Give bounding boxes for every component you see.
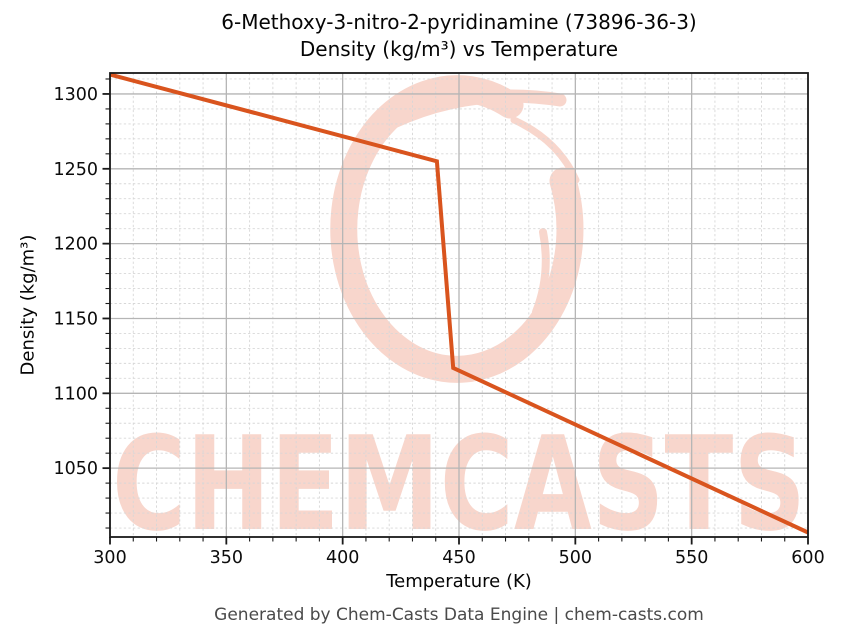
y-tick-label: 1050 [53,459,98,479]
chart-title: 6-Methoxy-3-nitro-2-pyridinamine (73896-… [110,9,808,63]
tick-labels: 300 350 400 450 500 550 600 1050 1100 1150 1200 125… [53,85,824,568]
chart-title-line1: 6-Methoxy-3-nitro-2-pyridinamine (73896-… [221,10,697,34]
chart-title-line2: Density (kg/m³) vs Temperature [299,37,619,61]
axes [102,72,809,545]
y-tick-label: 1250 [53,160,98,180]
y-tick-label: 1200 [53,235,98,255]
y-tick-label: 1100 [53,384,98,404]
footer-credit: Generated by Chem-Casts Data Engine | ch… [214,605,704,625]
x-tick-label: 450 [442,548,475,568]
x-tick-label: 600 [791,548,824,568]
density-line-layer [110,73,808,535]
x-tick-label: 300 [93,548,126,568]
y-tick-label: 1150 [53,309,98,329]
y-axis-label: Density (kg/m³) [17,234,39,376]
density-line [110,73,808,535]
x-tick-label: 400 [326,548,359,568]
watermark-swirl-icon [330,75,584,383]
x-tick-label: 550 [675,548,708,568]
x-axis-label: Temperature (K) [386,571,532,592]
x-tick-label: 500 [559,548,592,568]
y-tick-label: 1300 [53,85,98,105]
x-tick-label: 350 [210,548,243,568]
